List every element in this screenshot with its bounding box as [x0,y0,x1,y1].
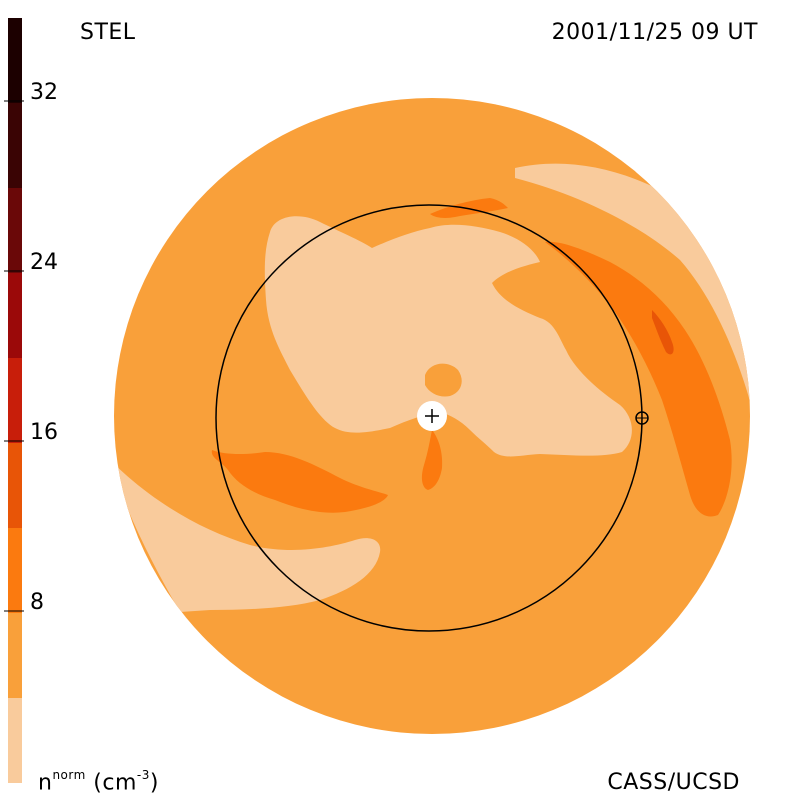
colorbar-level-1 [8,698,22,783]
low-density-band-bottom-left [114,460,381,612]
colorbar-tick-24: 24 [30,250,58,275]
instrument-label: STEL [80,20,136,45]
colorbar-level-5 [8,358,22,443]
mid-density-streak-right [545,241,732,517]
unit-close: ) [149,770,159,796]
colorbar-level-9 [8,18,22,103]
credit-label: CASS/UCSD [607,770,740,795]
unit-superscript: norm [52,768,86,782]
colorbar-level-7 [8,188,22,273]
high-density-streak-right [652,310,674,355]
colorbar-level-4 [8,443,22,528]
unit-exponent: -3 [136,768,150,782]
unit-suffix: (cm [85,770,137,796]
colorbar-level-2 [8,613,22,698]
density-bulge-near-sun [425,363,462,397]
colorbar-tick-16: 16 [30,420,58,445]
low-density-region-center [264,216,632,457]
mid-density-streak-sun [421,430,443,490]
mid-density-streak-left [211,450,388,513]
colorbar-tick-8: 8 [30,590,44,615]
colorbar-level-8 [8,103,22,188]
unit-label: nnorm (cm-3) [38,768,159,796]
unit-prefix: n [38,770,53,796]
colorbar [8,18,22,783]
colorbar-level-6 [8,273,22,358]
mid-density-streak-top [430,198,508,218]
timestamp-label: 2001/11/25 09 UT [551,20,758,45]
colorbar-level-3 [8,528,22,613]
colorbar-tick-32: 32 [30,80,58,105]
